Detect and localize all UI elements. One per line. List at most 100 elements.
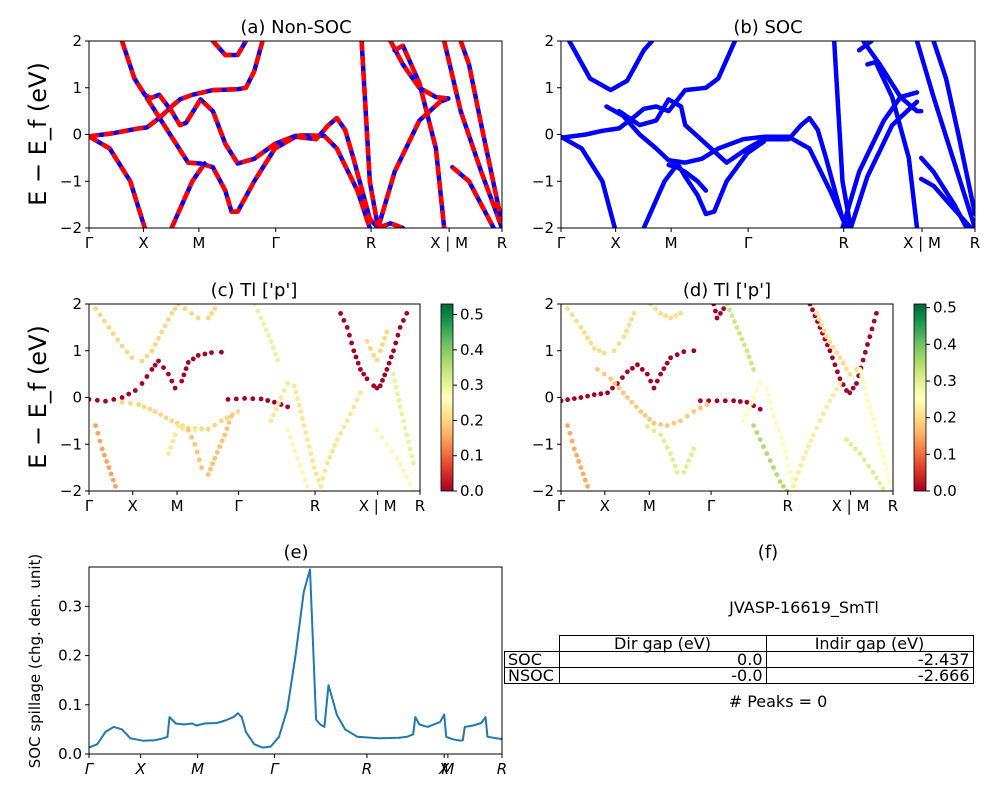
projection-point bbox=[865, 398, 871, 403]
projection-point bbox=[106, 465, 112, 470]
projection-point bbox=[870, 469, 876, 475]
projection-point bbox=[714, 315, 720, 321]
projection-point bbox=[880, 454, 886, 460]
projection-point bbox=[569, 438, 575, 444]
projection-point bbox=[638, 409, 644, 414]
projection-point bbox=[255, 308, 261, 314]
x-tick-label: Γ bbox=[557, 497, 566, 515]
projection-point bbox=[578, 465, 584, 470]
projection-point bbox=[334, 437, 340, 442]
projection-point bbox=[639, 367, 645, 372]
projection-point bbox=[767, 399, 773, 405]
projection-point bbox=[834, 350, 839, 355]
projection-point bbox=[757, 437, 763, 442]
projection-point bbox=[228, 413, 234, 419]
projection-point bbox=[854, 367, 859, 372]
projection-point bbox=[407, 446, 413, 452]
projection-point bbox=[861, 457, 867, 463]
projection-point bbox=[718, 311, 723, 316]
projection-point bbox=[219, 438, 225, 444]
projection-point bbox=[382, 335, 388, 341]
nsoc-dir-gap: -0.0 bbox=[558, 667, 767, 684]
x-tick-label: R bbox=[366, 234, 376, 252]
projection-point bbox=[185, 360, 191, 365]
projection-point bbox=[354, 397, 360, 403]
band-line-soc-overlay bbox=[393, 43, 447, 228]
projection-point bbox=[808, 438, 814, 444]
projection-point bbox=[798, 462, 804, 468]
projection-point bbox=[796, 469, 801, 475]
projection-point bbox=[308, 451, 314, 456]
projection-point bbox=[857, 451, 863, 456]
projection-point bbox=[258, 315, 264, 321]
projection-point bbox=[588, 340, 594, 346]
projection-point bbox=[661, 366, 667, 372]
band-line-soc-overlay bbox=[450, 165, 496, 228]
band-line-soc-overlay bbox=[119, 41, 372, 228]
projection-point bbox=[209, 311, 214, 316]
projection-point bbox=[743, 412, 749, 418]
projection-point bbox=[668, 315, 673, 321]
projection-point bbox=[341, 424, 347, 430]
band-line bbox=[918, 176, 974, 228]
projection-point bbox=[621, 334, 627, 340]
projection-point bbox=[212, 306, 218, 312]
projection-point bbox=[252, 304, 257, 307]
projection-point bbox=[574, 318, 579, 324]
projection-point bbox=[119, 343, 125, 349]
projection-point bbox=[404, 310, 410, 316]
colorbar-tick-label: 0.4 bbox=[460, 341, 484, 359]
projection-point bbox=[631, 310, 637, 316]
nsoc-indir-gap: -2.666 bbox=[765, 667, 974, 684]
projection-point bbox=[625, 395, 630, 400]
y-tick-label: 0.1 bbox=[58, 696, 82, 714]
projection-point bbox=[620, 375, 625, 380]
projection-point bbox=[212, 422, 218, 428]
projection-point bbox=[869, 410, 874, 416]
projection-point bbox=[192, 427, 198, 433]
x-tick-label: X bbox=[134, 760, 146, 778]
y-tick-label: −1 bbox=[60, 435, 82, 453]
projection-point bbox=[578, 395, 584, 400]
projection-point bbox=[285, 404, 290, 410]
projection-point bbox=[311, 465, 317, 470]
projection-point bbox=[630, 365, 635, 371]
projection-point bbox=[172, 306, 178, 312]
projection-point bbox=[285, 381, 290, 386]
projection-point bbox=[384, 329, 390, 335]
projection-point bbox=[402, 425, 408, 431]
projection-point bbox=[746, 354, 752, 360]
y-tick-label: −2 bbox=[60, 482, 82, 500]
projection-point bbox=[270, 345, 276, 350]
projection-point bbox=[268, 339, 274, 344]
panel-title: (a) Non-SOC bbox=[240, 17, 351, 38]
projection-point bbox=[93, 306, 98, 312]
projection-point bbox=[847, 371, 853, 377]
projection-point bbox=[821, 328, 827, 334]
projection-point bbox=[397, 325, 403, 330]
projection-point bbox=[195, 315, 201, 321]
projection-point bbox=[629, 399, 635, 405]
projection-point bbox=[235, 409, 241, 414]
projection-point bbox=[97, 312, 103, 318]
band-line-soc-overlay bbox=[458, 41, 502, 224]
projection-point bbox=[816, 316, 822, 322]
gap-table: Dir gap (eV) Indir gap (eV) SOC 0.0 -2.4… bbox=[504, 635, 974, 684]
projection-point bbox=[93, 423, 98, 428]
projection-point bbox=[882, 460, 888, 466]
projection-point bbox=[384, 441, 390, 447]
projection-point bbox=[647, 416, 652, 422]
band-line bbox=[604, 104, 849, 228]
projection-point bbox=[820, 411, 826, 417]
projection-point bbox=[830, 392, 836, 398]
projection-point bbox=[764, 451, 770, 456]
x-tick-label: Γ bbox=[744, 234, 753, 252]
y-tick-label: 2 bbox=[544, 32, 554, 50]
axes-frame bbox=[88, 303, 421, 492]
projection-point bbox=[721, 306, 727, 312]
projection-point bbox=[885, 473, 891, 478]
projection-point bbox=[199, 426, 204, 432]
panel-f-title: (f) bbox=[758, 542, 778, 563]
projection-point bbox=[225, 397, 231, 402]
band-line-soc-overlay bbox=[89, 134, 147, 228]
